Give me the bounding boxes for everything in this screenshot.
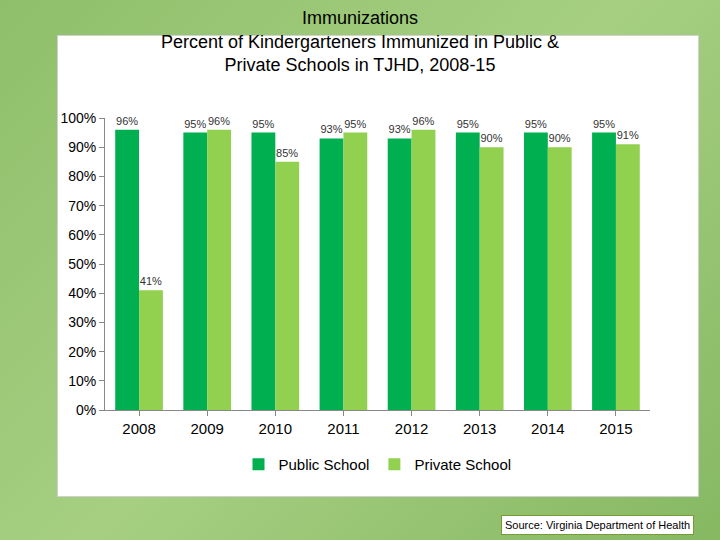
svg-text:85%: 85%	[276, 147, 298, 159]
svg-text:Source: Virginia Department of: Source: Virginia Department of Health	[505, 519, 690, 531]
svg-text:95%: 95%	[457, 118, 479, 130]
svg-text:80%: 80%	[68, 168, 96, 184]
svg-text:100%: 100%	[60, 110, 96, 126]
svg-text:2013: 2013	[463, 420, 496, 437]
svg-text:ImmunizationsPercent of Kinder: ImmunizationsPercent of Kindergarteners …	[161, 8, 559, 75]
svg-text:93%: 93%	[320, 123, 342, 135]
svg-text:2008: 2008	[122, 420, 155, 437]
svg-text:2009: 2009	[191, 420, 224, 437]
svg-text:2012: 2012	[395, 420, 428, 437]
svg-text:91%: 91%	[617, 129, 639, 141]
svg-text:95%: 95%	[344, 118, 366, 130]
svg-text:90%: 90%	[480, 132, 502, 144]
svg-text:90%: 90%	[68, 139, 96, 155]
svg-text:10%: 10%	[68, 373, 96, 389]
svg-text:Private School: Private School	[414, 456, 511, 473]
svg-text:30%: 30%	[68, 314, 96, 330]
svg-text:96%: 96%	[208, 115, 230, 127]
svg-text:2015: 2015	[599, 420, 632, 437]
svg-text:60%: 60%	[68, 227, 96, 243]
svg-text:41%: 41%	[140, 275, 162, 287]
svg-text:2011: 2011	[327, 420, 359, 437]
svg-text:96%: 96%	[412, 115, 434, 127]
svg-text:96%: 96%	[116, 115, 138, 127]
svg-text:2010: 2010	[259, 420, 292, 437]
svg-text:Public School: Public School	[279, 456, 370, 473]
svg-text:70%: 70%	[68, 198, 96, 214]
svg-text:95%: 95%	[525, 118, 547, 130]
svg-text:50%: 50%	[68, 256, 96, 272]
svg-text:2014: 2014	[531, 420, 564, 437]
svg-text:95%: 95%	[593, 118, 615, 130]
svg-text:93%: 93%	[389, 123, 411, 135]
svg-text:95%: 95%	[184, 118, 206, 130]
svg-text:95%: 95%	[252, 118, 274, 130]
svg-text:20%: 20%	[68, 344, 96, 360]
svg-text:90%: 90%	[549, 132, 571, 144]
svg-text:40%: 40%	[68, 285, 96, 301]
svg-text:0%: 0%	[76, 402, 96, 418]
